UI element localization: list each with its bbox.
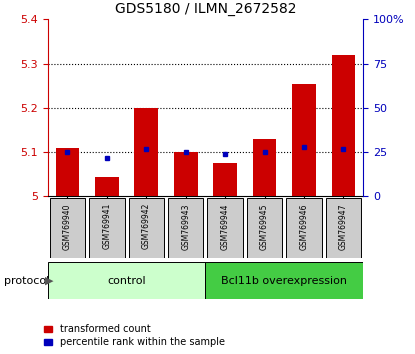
- Text: GSM769947: GSM769947: [339, 203, 348, 250]
- Bar: [286, 198, 322, 258]
- Text: GSM769945: GSM769945: [260, 203, 269, 250]
- Bar: [174, 152, 198, 196]
- Bar: [332, 55, 355, 196]
- Text: GSM769940: GSM769940: [63, 203, 72, 250]
- Title: GDS5180 / ILMN_2672582: GDS5180 / ILMN_2672582: [115, 2, 296, 16]
- Text: control: control: [107, 275, 146, 286]
- Text: ▶: ▶: [45, 275, 53, 286]
- Text: Bcl11b overexpression: Bcl11b overexpression: [221, 275, 347, 286]
- Bar: [56, 148, 79, 196]
- Bar: [50, 198, 85, 258]
- Text: GSM769942: GSM769942: [142, 203, 151, 250]
- Text: GSM769946: GSM769946: [300, 203, 308, 250]
- Text: GSM769941: GSM769941: [103, 203, 111, 250]
- Bar: [292, 84, 316, 196]
- Text: GSM769944: GSM769944: [221, 203, 229, 250]
- Bar: [89, 198, 124, 258]
- Bar: [213, 163, 237, 196]
- Bar: [168, 198, 203, 258]
- Legend: transformed count, percentile rank within the sample: transformed count, percentile rank withi…: [44, 325, 225, 347]
- Text: GSM769943: GSM769943: [181, 203, 190, 250]
- Bar: [48, 262, 205, 299]
- Bar: [247, 198, 282, 258]
- Text: protocol: protocol: [4, 275, 49, 286]
- Bar: [253, 139, 276, 196]
- Bar: [95, 177, 119, 196]
- Bar: [208, 198, 243, 258]
- Bar: [129, 198, 164, 258]
- Bar: [205, 262, 363, 299]
- Bar: [134, 108, 158, 196]
- Bar: [326, 198, 361, 258]
